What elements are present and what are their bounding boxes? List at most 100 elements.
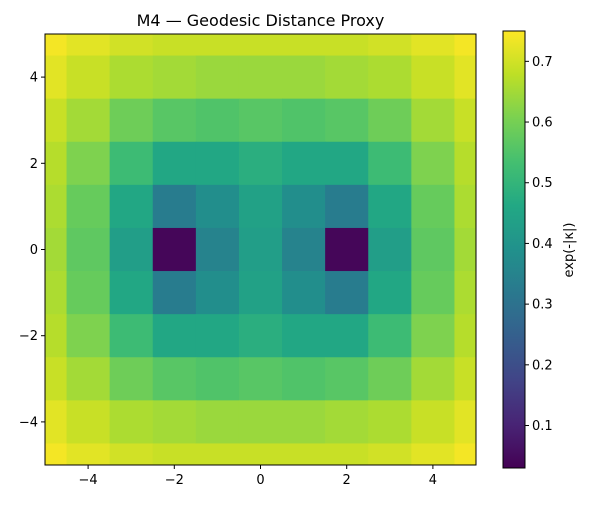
heatmap-cell	[195, 314, 240, 358]
heatmap-cell	[411, 314, 456, 358]
heatmap-cell	[45, 400, 68, 445]
heatmap-cell	[238, 184, 283, 229]
heatmap-cell	[411, 443, 456, 465]
x-tick-label: 4	[429, 473, 437, 488]
heatmap-cell	[368, 184, 412, 229]
heatmap-cell	[152, 98, 197, 143]
heatmap-cell	[454, 271, 476, 315]
heatmap-cell	[411, 98, 456, 143]
heatmap-cell	[152, 227, 197, 272]
heatmap-cell	[282, 357, 326, 401]
heatmap-cell	[282, 55, 326, 100]
colorbar-tick-label: 0.4	[532, 237, 553, 252]
heatmap-cell	[368, 271, 412, 315]
x-tick-label: 2	[343, 473, 351, 488]
colorbar-tick-label: 0.2	[532, 358, 553, 373]
heatmap-cell	[454, 55, 476, 100]
y-tick-label: 2	[30, 157, 38, 172]
colorbar: 0.1 0.2 0.3 0.4 0.5 0.6 0.7 exp(-|κ|)	[502, 30, 577, 469]
heatmap-cell	[282, 400, 326, 445]
heatmap-cell	[238, 55, 283, 100]
heatmap-cell	[368, 34, 412, 57]
colorbar-tick-label: 0.6	[532, 116, 553, 131]
colorbar-tick-label: 0.7	[532, 55, 553, 70]
heatmap-cell	[195, 357, 240, 401]
colorbar-tick-label: 0.3	[532, 298, 553, 313]
heatmap-cell	[66, 271, 111, 315]
heatmap-cell	[368, 227, 412, 272]
heatmap-cell	[109, 141, 154, 186]
heatmap-cell	[368, 400, 412, 445]
x-axis: −4 −2 0 2 4	[79, 465, 437, 488]
heatmap-cell	[411, 55, 456, 100]
heatmap-cell	[66, 184, 111, 229]
heatmap-cell	[152, 443, 197, 465]
y-tick-label: 4	[30, 71, 38, 86]
heatmap-cell	[454, 184, 476, 229]
heatmap-cell	[282, 98, 326, 143]
heatmap	[45, 34, 476, 465]
heatmap-cell	[282, 443, 326, 465]
heatmap-cell	[368, 55, 412, 100]
heatmap-cell	[325, 443, 369, 465]
heatmap-cell	[325, 98, 369, 143]
heatmap-cell	[282, 227, 326, 272]
heatmap-cell	[238, 443, 283, 465]
heatmap-cell	[45, 98, 68, 143]
heatmap-cell	[152, 357, 197, 401]
heatmap-cell	[195, 141, 240, 186]
heatmap-cell	[238, 34, 283, 57]
heatmap-cell	[109, 357, 154, 401]
heatmap-cell	[66, 34, 111, 57]
y-tick-label: 0	[30, 243, 38, 258]
heatmap-cell	[411, 184, 456, 229]
heatmap-cell	[66, 98, 111, 143]
heatmap-cell	[454, 98, 476, 143]
heatmap-cell	[368, 141, 412, 186]
heatmap-cell	[325, 400, 369, 445]
heatmap-cell	[454, 314, 476, 358]
heatmap-cell	[195, 400, 240, 445]
heatmap-cell	[152, 34, 197, 57]
heatmap-cell	[325, 184, 369, 229]
x-tick-label: −2	[165, 473, 184, 488]
chart-title: M4 — Geodesic Distance Proxy	[137, 11, 385, 30]
heatmap-cell	[109, 400, 154, 445]
heatmap-cell	[66, 314, 111, 358]
heatmap-cell	[109, 55, 154, 100]
heatmap-cell	[195, 227, 240, 272]
heatmap-cell	[195, 98, 240, 143]
heatmap-cell	[152, 184, 197, 229]
colorbar-label: exp(-|κ|)	[562, 223, 577, 278]
heatmap-cell	[368, 98, 412, 143]
heatmap-cell	[411, 227, 456, 272]
heatmap-cell	[195, 55, 240, 100]
heatmap-cell	[238, 314, 283, 358]
heatmap-cell	[195, 271, 240, 315]
y-tick-label: −4	[19, 415, 38, 430]
heatmap-cell	[411, 400, 456, 445]
y-tick-label: −2	[19, 329, 38, 344]
heatmap-cell	[368, 443, 412, 465]
heatmap-cell	[45, 184, 68, 229]
heatmap-cell	[325, 227, 369, 272]
heatmap-cell	[411, 141, 456, 186]
colorbar-tick-label: 0.1	[532, 419, 553, 434]
heatmap-cell	[368, 357, 412, 401]
heatmap-cell	[238, 98, 283, 143]
heatmap-cell	[282, 141, 326, 186]
heatmap-cell	[454, 227, 476, 272]
heatmap-cell	[152, 55, 197, 100]
heatmap-cell	[238, 357, 283, 401]
heatmap-cell	[66, 141, 111, 186]
heatmap-cell	[152, 271, 197, 315]
heatmap-cell	[45, 227, 68, 272]
heatmap-cell	[238, 400, 283, 445]
heatmap-cell	[454, 34, 476, 57]
heatmap-cell	[411, 271, 456, 315]
heatmap-cell	[411, 357, 456, 401]
heatmap-cell	[368, 314, 412, 358]
heatmap-cell	[195, 443, 240, 465]
